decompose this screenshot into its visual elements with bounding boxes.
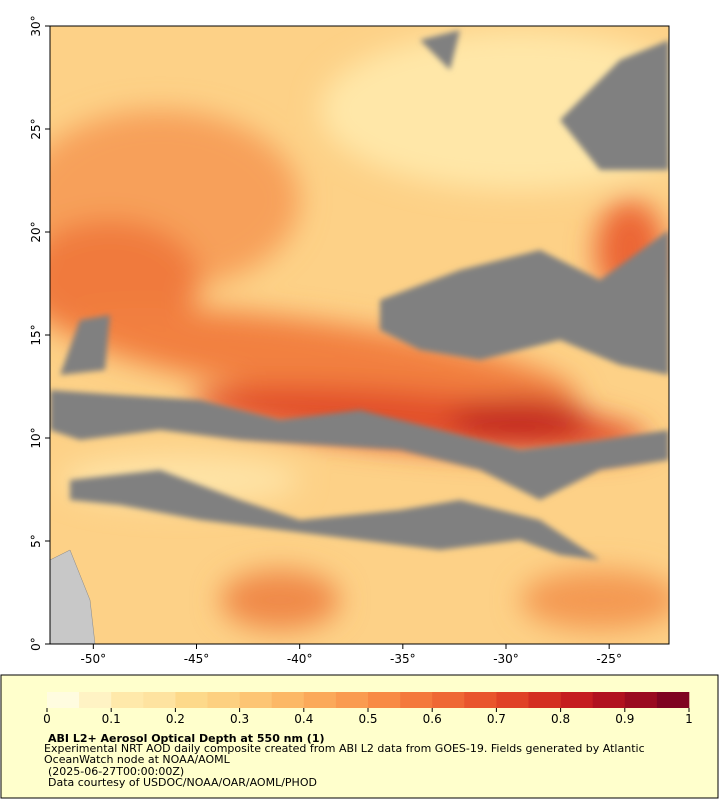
colorbar-tick-label: 1 [685,712,693,726]
colorbar-swatch [496,692,529,708]
colorbar-tick-label: 0.7 [487,712,506,726]
colorbar-tick-label: 0.5 [358,712,377,726]
y-tick-label: 25° [29,118,43,139]
colorbar-swatch [79,692,112,708]
x-tick-label: -25° [596,652,622,666]
colorbar-swatch [47,692,80,708]
colorbar-swatch [335,692,369,708]
y-tick-label: 0° [29,637,43,651]
x-tick-label: -50° [81,652,107,666]
time: (2025-06-27T00:00:00Z) [48,765,184,778]
y-tick-label: 20° [29,221,43,242]
y-tick-label: 5° [29,534,43,548]
colorbar-swatch [656,692,690,708]
colorbar-swatch [271,692,305,708]
colorbar-tick-label: 0.9 [615,712,634,726]
colorbar-swatch [464,692,497,708]
x-tick-label: -35° [390,652,416,666]
y-tick-label: 15° [29,324,43,345]
colorbar: 0 0.1 0.2 0.3 0.4 0.5 0.6 0.7 0.8 0.9 1 [43,692,693,726]
map [50,26,669,644]
colorbar-swatch [432,692,465,708]
colorbar-tick-label: 0.4 [294,712,313,726]
colorbar-tick-label: 0 [43,712,51,726]
colorbar-swatch [624,692,658,708]
colorbar-swatch [592,692,626,708]
x-tick-label: -45° [184,652,210,666]
title: ABI L2+ Aerosol Optical Depth at 550 nm … [48,732,325,745]
colorbar-swatch [560,692,593,708]
x-tick-label: -40° [287,652,313,666]
y-tick-label: 30° [29,15,43,36]
colorbar-swatch [400,692,433,708]
colorbar-swatch [175,692,208,708]
colorbar-swatch [303,692,337,708]
description: Experimental NRT AOD daily composite cre… [44,743,645,766]
colorbar-tick-label: 0.8 [551,712,570,726]
colorbar-swatch [143,692,176,708]
colorbar-swatch [528,692,561,708]
credit: Data courtesy of USDOC/NOAA/OAR/AOML/PHO… [48,776,317,789]
y-tick-label: 10° [29,427,43,448]
colorbar-tick-label: 0.3 [230,712,249,726]
colorbar-swatch [239,692,272,708]
colorbar-tick-label: 0.2 [166,712,185,726]
colorbar-tick-label: 0.1 [102,712,121,726]
colorbar-tick-label: 0.6 [423,712,442,726]
x-tick-label: -30° [493,652,519,666]
colorbar-swatch [207,692,240,708]
colorbar-swatch [111,692,144,708]
description-box: Experimental NRT AOD daily composite cre… [44,743,645,766]
colorbar-swatch [368,692,401,708]
